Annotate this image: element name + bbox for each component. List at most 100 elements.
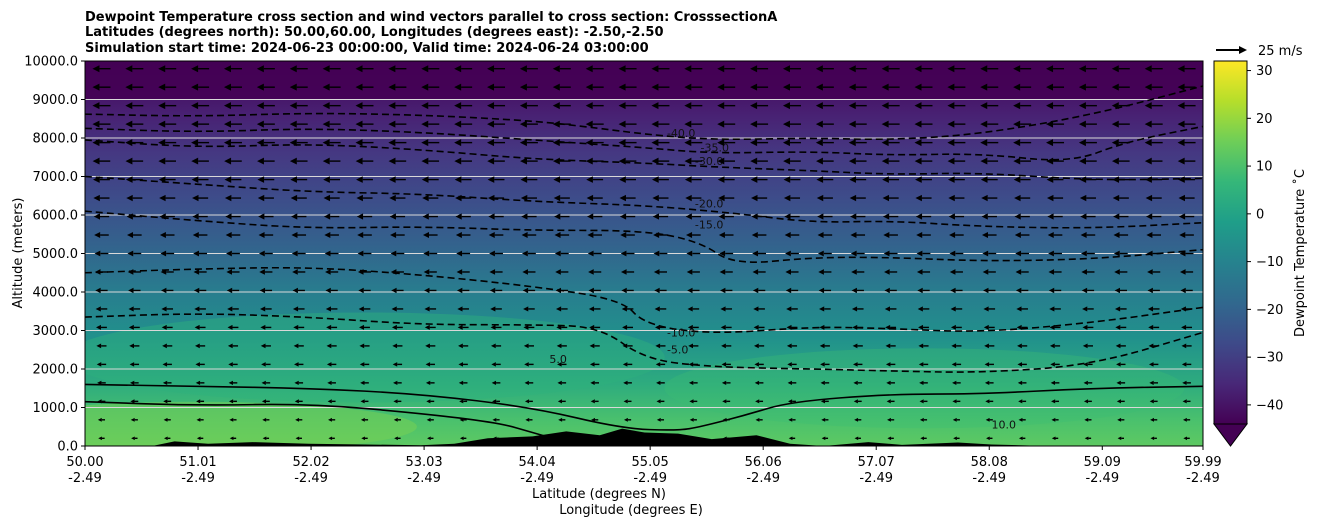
wind-vector-head xyxy=(751,194,758,202)
chart-title-line-2: Latitudes (degrees north): 50.00,60.00, … xyxy=(85,25,664,40)
wind-vector-head xyxy=(819,324,825,330)
wind-vector-head xyxy=(783,157,791,165)
wind-vector-head xyxy=(654,306,660,312)
y-tick-label: 4000.0 xyxy=(33,286,79,301)
wind-vector-head xyxy=(1013,83,1021,91)
x-axis-label-longitude: Longitude (degrees E) xyxy=(559,503,703,518)
wind-vector-head xyxy=(852,324,858,330)
wind-vector-head xyxy=(261,380,266,386)
wind-vector-head xyxy=(456,269,463,275)
wind-vector-head xyxy=(1178,213,1186,220)
wind-vector-head xyxy=(980,83,988,91)
gridlines xyxy=(85,99,1203,408)
wind-vector-head xyxy=(459,436,464,441)
wind-vector-head xyxy=(985,417,990,422)
wind-vector-head xyxy=(788,399,793,404)
wind-vector-head xyxy=(588,287,594,294)
wind-vector-head xyxy=(980,120,988,128)
wind-vector-head xyxy=(1148,362,1154,367)
wind-vector-head xyxy=(815,102,823,110)
wind-vector-head xyxy=(586,176,593,183)
wind-vector-head xyxy=(1015,250,1022,257)
wind-vector-head xyxy=(653,269,660,275)
wind-vector-head xyxy=(784,213,791,220)
wind-vector-head xyxy=(224,157,232,165)
wind-vector-head xyxy=(684,176,692,183)
wind-vector-head xyxy=(950,287,956,294)
wind-vector-head xyxy=(130,417,135,422)
wind-vector-head xyxy=(787,380,792,386)
wind-vector-head xyxy=(158,120,166,128)
wind-vector-head xyxy=(1080,250,1087,257)
wind-vector-head xyxy=(622,362,628,367)
wind-vector-head xyxy=(1113,250,1120,257)
wind-vector-head xyxy=(1146,232,1153,239)
wind-vector-head xyxy=(523,343,529,349)
wind-vector-head xyxy=(1046,194,1054,202)
wind-vector-head xyxy=(851,287,857,294)
wind-vector-head xyxy=(126,213,133,220)
wind-vector-head xyxy=(128,306,134,312)
wind-vector-head xyxy=(322,120,330,128)
wind-vector-head xyxy=(457,324,463,330)
contour-line xyxy=(85,139,1203,181)
contour-label: -30.0 xyxy=(695,155,723,168)
wind-vector-head xyxy=(159,213,166,220)
wind-vector-head xyxy=(487,65,495,73)
wind-vector-head xyxy=(163,417,168,422)
wind-vector-head xyxy=(689,417,694,422)
wind-vector-head xyxy=(192,232,199,239)
wind-vector-head xyxy=(93,194,100,202)
wind-vector-head xyxy=(980,139,988,147)
wind-vector-head xyxy=(126,194,133,202)
wind-vector-head xyxy=(721,380,727,386)
wind-vector-head xyxy=(295,417,300,422)
wind-vector-head xyxy=(292,287,298,294)
wind-vector-head xyxy=(425,362,431,367)
contour-line xyxy=(85,175,1203,229)
wind-vector-head xyxy=(1111,65,1119,73)
wind-vector-head xyxy=(162,380,168,386)
wind-vector-head xyxy=(224,194,232,202)
wind-vector-head xyxy=(915,176,922,183)
y-tick-label: 0.0 xyxy=(57,440,78,455)
wind-vector-head xyxy=(294,380,299,386)
wind-vector-head xyxy=(521,250,528,257)
wind-vector-head xyxy=(1017,380,1023,386)
wind-vector-head xyxy=(128,324,134,330)
x-tick-longitude-label: -2.49 xyxy=(520,471,554,486)
wind-vector-head xyxy=(558,417,563,422)
wind-vector-head xyxy=(817,213,824,220)
wind-vector-head xyxy=(162,362,168,367)
wind-vector-head xyxy=(322,65,330,73)
contour-label: -20.0 xyxy=(695,197,723,210)
wind-vector-head xyxy=(520,157,527,165)
wind-vector-head xyxy=(129,362,135,367)
wind-vector-head xyxy=(195,380,201,386)
contour-label: 5.0 xyxy=(549,353,567,366)
wind-vector-head xyxy=(1148,324,1154,330)
wind-vector-head xyxy=(557,362,562,367)
x-tick-longitude-label: -2.49 xyxy=(294,471,328,486)
wind-vector-head xyxy=(1013,139,1021,147)
colorbar-tick-label: −40 xyxy=(1256,398,1283,413)
wind-vector-head xyxy=(1013,157,1021,165)
wind-vector-head xyxy=(784,232,791,239)
wind-vector-head xyxy=(980,157,988,165)
wind-vector-head xyxy=(325,287,331,294)
wind-vector-head xyxy=(424,306,430,312)
contour-line xyxy=(85,85,1203,140)
wind-vector-head xyxy=(295,436,300,441)
wind-vector-head xyxy=(355,65,363,73)
wind-vector-head xyxy=(915,194,922,202)
y-tick-label: 2000.0 xyxy=(33,363,79,378)
wind-vector-head xyxy=(92,139,100,147)
wind-vector-head xyxy=(552,83,560,91)
wind-vector-head xyxy=(788,436,793,441)
wind-vector-head xyxy=(525,417,530,422)
wind-vector-head xyxy=(1014,232,1021,239)
x-tick-longitude-label: -2.49 xyxy=(1186,471,1220,486)
wind-vector-head xyxy=(393,380,398,386)
wind-vector-head xyxy=(1017,343,1022,349)
